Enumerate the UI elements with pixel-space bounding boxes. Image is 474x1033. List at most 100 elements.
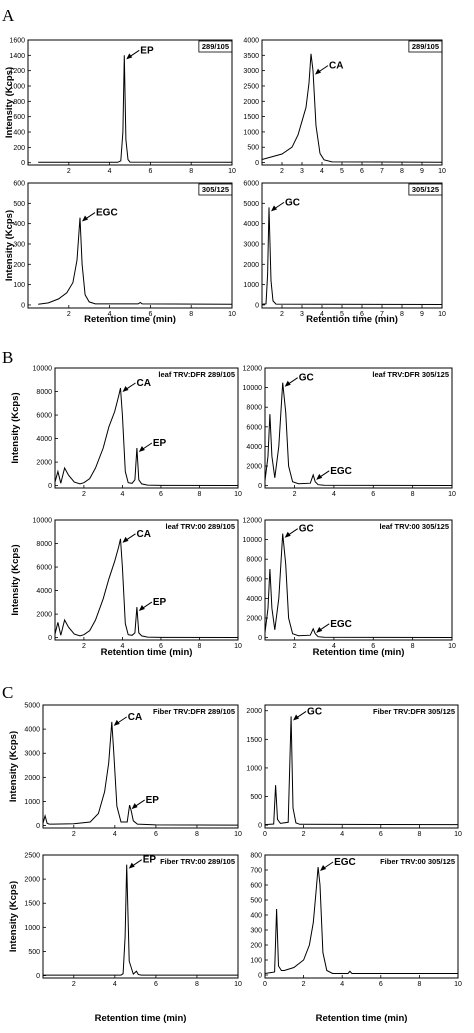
y-tick-label: 0 xyxy=(258,635,262,642)
y-tick-label: 1000 xyxy=(243,282,259,289)
x-tick-label: 6 xyxy=(360,168,364,175)
transition-label: Fiber TRV:00 289/105 xyxy=(160,857,235,866)
y-tick-label: 8000 xyxy=(246,557,262,564)
peak-label: EP xyxy=(146,795,160,806)
plot-frame xyxy=(264,519,453,641)
x-tick-label: 0 xyxy=(263,981,267,988)
x-tick-label: 8 xyxy=(189,311,193,318)
x-tick-label: 6 xyxy=(154,831,158,838)
chromatogram-11: 2 4 6 8 10 0 500 1000 1500 2000 2500 EP Fiber TRV:00… xyxy=(8,853,242,1025)
x-tick-label: 10 xyxy=(234,831,242,838)
x-tick-label: 6 xyxy=(379,831,383,838)
x-axis-title: Retention time (min) xyxy=(101,647,193,658)
y-tick-label: 5000 xyxy=(24,703,40,710)
x-tick-label: 10 xyxy=(234,981,242,988)
x-tick-label: 10 xyxy=(228,311,236,318)
y-tick-label: 200 xyxy=(250,943,262,950)
y-tick-label: 6000 xyxy=(246,424,262,431)
transition-label: leaf TRV:DFR 289/105 xyxy=(158,370,235,379)
transition-label-box xyxy=(408,183,443,196)
peak-label: CA xyxy=(128,712,142,723)
peak-label: EGC xyxy=(334,857,356,868)
y-tick-label: 500 xyxy=(247,145,259,152)
plot-frame xyxy=(54,367,239,489)
annotation-arrowhead xyxy=(284,380,291,387)
plot-frame xyxy=(264,367,453,489)
chromatogram-5: 2 4 6 8 10 0 2000 4000 6000 8000 10000 CA EP leaf TRV… xyxy=(10,366,242,499)
y-tick-label: 1000 xyxy=(9,84,25,91)
y-tick-label: 3000 xyxy=(24,751,40,758)
y-tick-label: 0 xyxy=(258,823,262,830)
y-tick-label: 2000 xyxy=(36,612,52,619)
chromatogram-1: 2 4 6 8 10 0 200 400 600 800 1000 1200 1400 1600 EP 289… xyxy=(4,38,236,176)
annotation-arrowhead xyxy=(126,53,133,60)
y-axis-title: Intensity (Kcps) xyxy=(8,881,19,952)
x-tick-label: 4 xyxy=(108,311,112,318)
y-tick-label: 4000 xyxy=(246,596,262,603)
plot-frame xyxy=(261,182,443,309)
transition-label: Fiber TRV:DFR 305/125 xyxy=(373,707,455,716)
peak-label: EP xyxy=(153,438,167,449)
y-tick-label: 500 xyxy=(250,898,262,905)
y-tick-label: 600 xyxy=(13,114,25,121)
x-tick-label: 6 xyxy=(154,981,158,988)
y-tick-label: 1400 xyxy=(9,53,25,60)
annotation-arrowhead xyxy=(315,68,321,75)
x-tick-label: 2 xyxy=(280,168,284,175)
x-tick-label: 8 xyxy=(411,491,415,498)
y-tick-label: 400 xyxy=(250,913,262,920)
peak-label: GC xyxy=(299,373,314,384)
peak-label: CA xyxy=(136,378,150,389)
y-tick-label: 0 xyxy=(48,635,52,642)
x-axis-title: Retention time (min) xyxy=(316,1013,408,1024)
y-tick-label: 500 xyxy=(13,201,25,208)
y-tick-label: 3000 xyxy=(243,68,259,75)
x-tick-label: 10 xyxy=(234,491,242,498)
x-tick-label: 8 xyxy=(198,643,202,650)
plot-frame xyxy=(27,182,233,309)
y-tick-label: 2500 xyxy=(24,853,40,860)
x-tick-label: 7 xyxy=(380,168,384,175)
x-tick-label: 4 xyxy=(332,491,336,498)
transition-label: leaf TRV:DFR 305/125 xyxy=(372,370,449,379)
y-tick-label: 100 xyxy=(13,282,25,289)
y-tick-label: 200 xyxy=(13,262,25,269)
y-tick-label: 4000 xyxy=(243,38,259,45)
y-tick-label: 0 xyxy=(255,302,259,309)
x-tick-label: 2 xyxy=(72,831,76,838)
annotation-arrowhead xyxy=(82,215,89,222)
y-tick-label: 2000 xyxy=(246,464,262,471)
x-tick-label: 3 xyxy=(300,311,304,318)
y-tick-label: 8000 xyxy=(36,389,52,396)
transition-label: leaf TRV:00 289/105 xyxy=(166,522,236,531)
x-tick-label: 6 xyxy=(371,491,375,498)
chromatogram-6: 2 4 6 8 10 0 2000 4000 6000 8000 10000 12000 GC EGC le… xyxy=(243,366,456,499)
y-tick-label: 800 xyxy=(250,853,262,860)
peak-label: CA xyxy=(329,61,343,72)
transition-label: 305/125 xyxy=(202,185,229,194)
x-tick-label: 5 xyxy=(340,311,344,318)
x-tick-label: 9 xyxy=(420,168,424,175)
x-tick-label: 2 xyxy=(293,643,297,650)
peak-label: EP xyxy=(143,855,157,866)
y-tick-label: 300 xyxy=(250,928,262,935)
y-tick-label: 4000 xyxy=(243,221,259,228)
x-tick-label: 2 xyxy=(302,981,306,988)
peak-label: GC xyxy=(299,524,314,535)
y-axis-title: Intensity (Kcps) xyxy=(4,67,15,138)
y-tick-label: 10000 xyxy=(243,537,263,544)
annotation-arrowhead xyxy=(138,605,145,612)
x-tick-label: 10 xyxy=(454,831,462,838)
x-tick-label: 7 xyxy=(380,311,384,318)
peak-label: EP xyxy=(140,45,154,56)
y-tick-label: 2000 xyxy=(24,775,40,782)
y-tick-label: 0 xyxy=(255,160,259,167)
x-tick-label: 6 xyxy=(148,168,152,175)
x-tick-label: 4 xyxy=(340,981,344,988)
y-tick-label: 2000 xyxy=(246,708,262,715)
annotation-arrowhead xyxy=(122,386,129,392)
y-tick-label: 1500 xyxy=(24,901,40,908)
series-line xyxy=(264,533,453,638)
x-tick-label: 2 xyxy=(302,831,306,838)
x-tick-label: 8 xyxy=(198,491,202,498)
